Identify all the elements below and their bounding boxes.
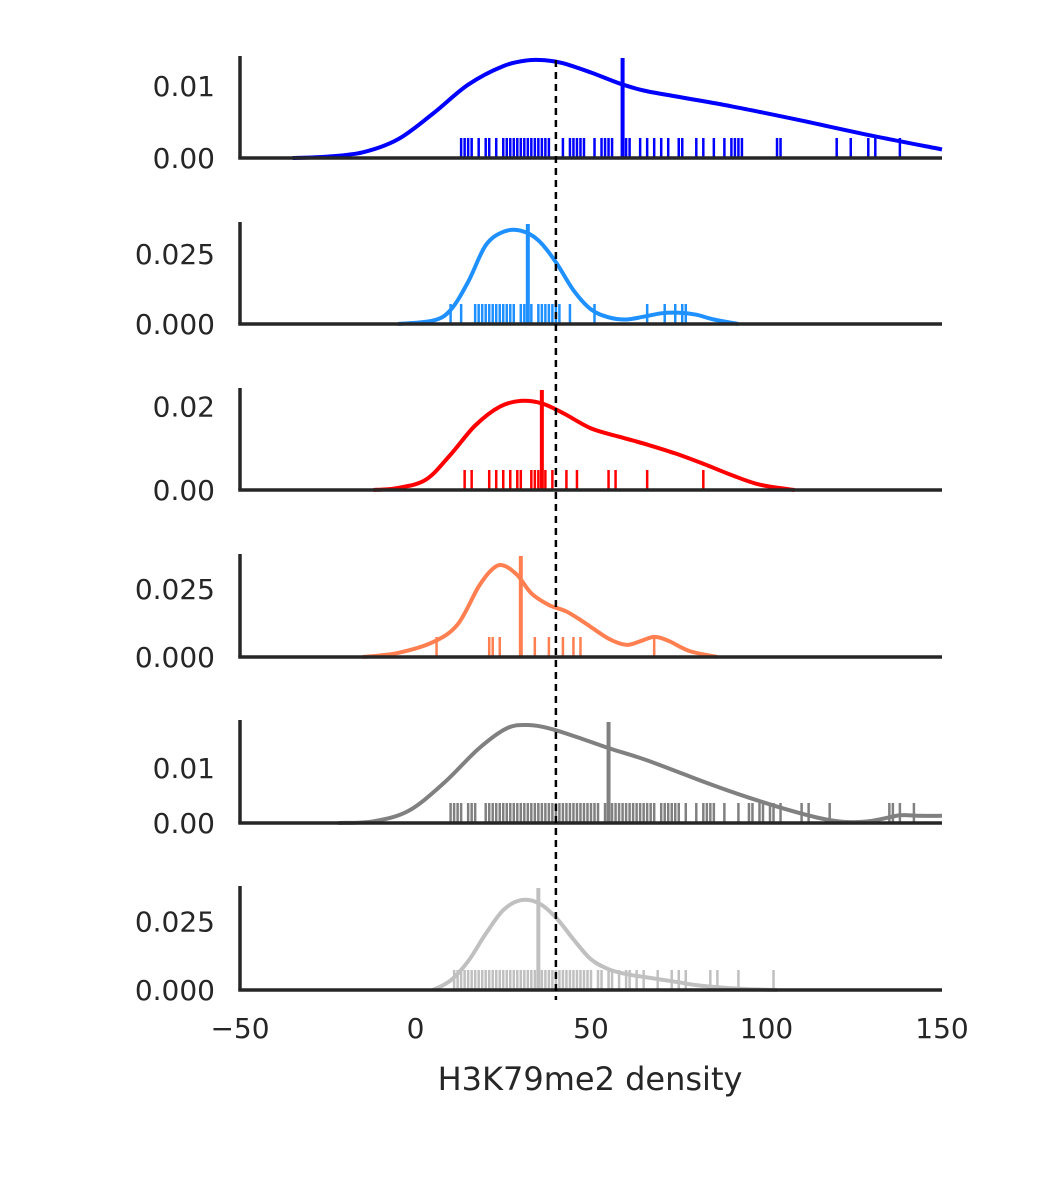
x-tick-label: 100 [740,1012,793,1045]
panels-group: 0.000.010.0000.0250.000.020.0000.0250.00… [135,56,943,1007]
x-tick-label: 0 [407,1012,425,1045]
rug-group [452,970,775,990]
y-tick-label: 0.000 [135,308,215,341]
panel-2: 0.000 0.025 [135,222,942,341]
density-curve [432,897,778,992]
panel-3: 0.00 0.02 [153,388,942,507]
panel-5: 0.00 0.01 [153,720,943,840]
density-curve [362,562,718,659]
y-tick-label: 0.025 [135,573,215,606]
y-tick-label: 0.01 [153,752,215,785]
y-tick-label: 0.02 [153,391,215,424]
y-tick-label: 0.00 [153,474,215,507]
x-axis-title: H3K79me2 density [438,1060,743,1098]
density-curve [292,57,943,160]
y-tick-label: 0.00 [153,142,215,175]
density-curve [397,227,739,326]
x-tick-label: 150 [915,1012,968,1045]
x-axis: −50 0 50 100 150 [210,1012,968,1045]
rug-group [435,637,656,657]
x-tick-label: 50 [573,1012,609,1045]
rug-group [463,470,705,490]
rug-group [449,803,916,823]
panel-4: 0.000 0.025 [135,554,942,674]
y-tick-label: 0.000 [135,974,215,1007]
y-tick-label: 0.025 [135,238,215,271]
rug-group [459,138,902,158]
x-tick-label: −50 [210,1012,269,1045]
y-tick-label: 0.00 [153,807,215,840]
panel-6: 0.000 0.025 [135,886,942,1007]
density-curve [373,398,795,492]
y-tick-label: 0.000 [135,641,215,674]
panel-1: 0.00 0.01 [153,56,943,175]
y-tick-label: 0.01 [153,70,215,103]
y-tick-label: 0.025 [135,906,215,939]
